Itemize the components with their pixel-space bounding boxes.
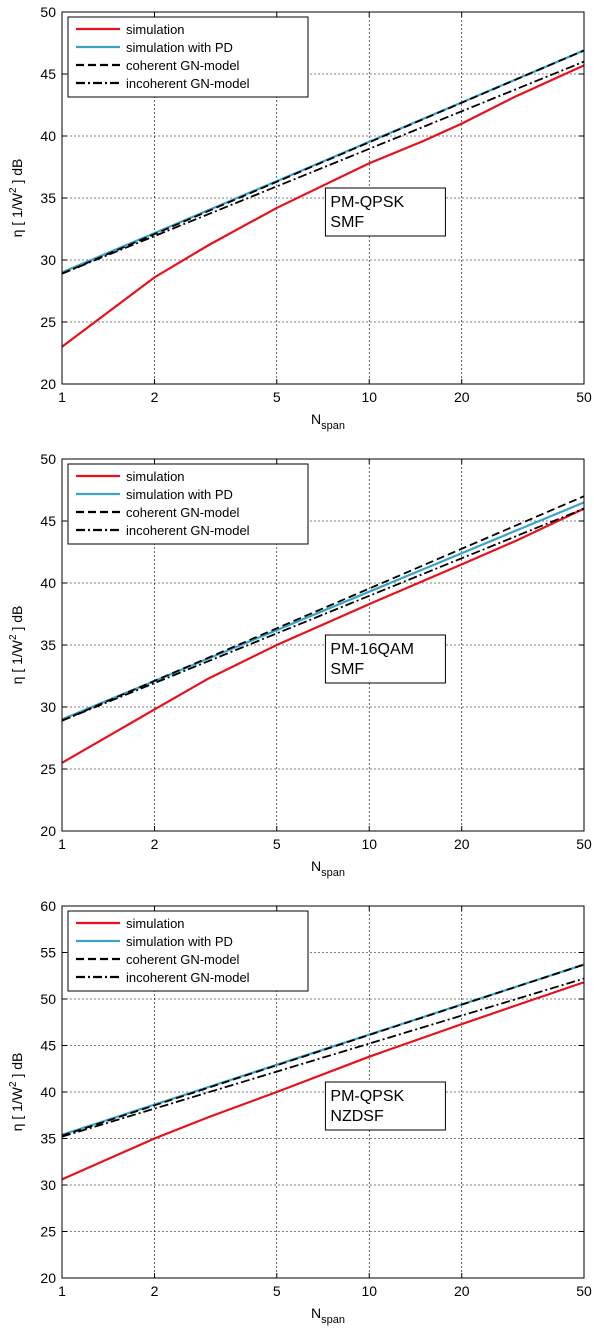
annotation: PM-16QAM SMF bbox=[324, 634, 446, 684]
x-tick-label: 1 bbox=[58, 389, 66, 405]
y-tick-label: 50 bbox=[40, 991, 56, 1007]
x-axis-label: Nspan bbox=[311, 411, 345, 432]
x-tick-label: 10 bbox=[361, 836, 377, 852]
y-tick-label: 30 bbox=[40, 1177, 56, 1193]
annotation-text: PM-QPSK bbox=[330, 1088, 404, 1105]
y-tick-label: 50 bbox=[40, 451, 56, 467]
x-axis-label: Nspan bbox=[311, 858, 345, 879]
series-line-simulation bbox=[61, 507, 585, 764]
x-tick-label: 5 bbox=[273, 389, 281, 405]
series-line-coherent-gn-model bbox=[61, 49, 585, 275]
series-line-simulation bbox=[61, 981, 585, 1181]
y-tick-label: 50 bbox=[40, 4, 56, 20]
y-axis-label: η [ 1/W2 ] dB bbox=[8, 1053, 25, 1132]
y-tick-label: 25 bbox=[40, 761, 56, 777]
series-line-incoherent-gn-model bbox=[61, 60, 585, 275]
x-tick-label: 50 bbox=[576, 1283, 592, 1299]
x-tick-label: 5 bbox=[273, 1283, 281, 1299]
y-tick-label: 20 bbox=[40, 1270, 56, 1286]
x-tick-label: 2 bbox=[151, 836, 159, 852]
annotation-text: SMF bbox=[330, 661, 364, 678]
y-tick-label: 25 bbox=[40, 1224, 56, 1240]
legend-box bbox=[67, 910, 309, 992]
series-line-coherent-gn-model bbox=[61, 495, 585, 722]
y-axis-label: η [ 1/W2 ] dB bbox=[8, 606, 25, 685]
legend-label: incoherent GN-model bbox=[126, 970, 250, 985]
y-tick-label: 40 bbox=[40, 128, 56, 144]
y-tick-label: 25 bbox=[40, 314, 56, 330]
y-tick-label: 30 bbox=[40, 699, 56, 715]
x-tick-label: 10 bbox=[361, 389, 377, 405]
y-tick-label: 45 bbox=[40, 513, 56, 529]
series-line-incoherent-gn-model bbox=[61, 507, 585, 722]
legend-label: simulation bbox=[126, 22, 185, 37]
annotation-text: PM-16QAM bbox=[330, 641, 414, 658]
x-tick-label: 2 bbox=[151, 389, 159, 405]
series-line-simulation bbox=[61, 64, 585, 348]
legend-box bbox=[67, 463, 309, 545]
y-tick-label: 40 bbox=[40, 1084, 56, 1100]
chart-panel-qpsk-smf: 1 2 5 10 20 50 20 25 30 35 40 45 50 Nspan η [ 1/W2 ] d… bbox=[0, 0, 594, 440]
annotation-box bbox=[324, 1081, 446, 1131]
legend-label: simulation with PD bbox=[126, 934, 233, 949]
y-tick-label: 45 bbox=[40, 1038, 56, 1054]
x-tick-label: 1 bbox=[58, 1283, 66, 1299]
annotation-box bbox=[324, 187, 446, 237]
annotation-text: PM-QPSK bbox=[330, 194, 404, 211]
annotation: PM-QPSK SMF bbox=[324, 187, 446, 237]
legend-label: simulation with PD bbox=[126, 487, 233, 502]
y-tick-label: 20 bbox=[40, 823, 56, 839]
y-tick-label: 30 bbox=[40, 252, 56, 268]
y-tick-label: 45 bbox=[40, 66, 56, 82]
legend-label: simulation bbox=[126, 916, 185, 931]
annotation: PM-QPSK NZDSF bbox=[324, 1081, 446, 1131]
series-line-incoherent-gn-model bbox=[61, 977, 585, 1138]
x-tick-label: 20 bbox=[454, 1283, 470, 1299]
legend-label: incoherent GN-model bbox=[126, 523, 250, 538]
x-tick-label: 1 bbox=[58, 836, 66, 852]
legend-label: simulation with PD bbox=[126, 40, 233, 55]
x-tick-label: 50 bbox=[576, 836, 592, 852]
series-line-simulation-with-pd bbox=[61, 501, 585, 721]
legend: simulation simulation with PD coherent GN-… bbox=[67, 16, 309, 98]
x-tick-label: 10 bbox=[361, 1283, 377, 1299]
legend-label: coherent GN-model bbox=[126, 505, 240, 520]
annotation-text: NZDSF bbox=[330, 1108, 384, 1125]
legend: simulation simulation with PD coherent GN-… bbox=[67, 463, 309, 545]
series-line-coherent-gn-model bbox=[61, 963, 585, 1137]
legend: simulation simulation with PD coherent GN-… bbox=[67, 910, 309, 992]
x-axis-label: Nspan bbox=[311, 1305, 345, 1326]
x-tick-label: 5 bbox=[273, 836, 281, 852]
legend-label: coherent GN-model bbox=[126, 952, 240, 967]
y-tick-label: 35 bbox=[40, 1131, 56, 1147]
x-tick-label: 2 bbox=[151, 1283, 159, 1299]
y-tick-label: 60 bbox=[40, 898, 56, 914]
y-axis-label: η [ 1/W2 ] dB bbox=[8, 159, 25, 238]
y-tick-label: 20 bbox=[40, 376, 56, 392]
x-tick-label: 50 bbox=[576, 389, 592, 405]
y-tick-label: 55 bbox=[40, 945, 56, 961]
annotation-text: SMF bbox=[330, 214, 364, 231]
legend-label: coherent GN-model bbox=[126, 58, 240, 73]
annotation-box bbox=[324, 634, 446, 684]
y-tick-label: 35 bbox=[40, 637, 56, 653]
x-tick-label: 20 bbox=[454, 836, 470, 852]
x-tick-label: 20 bbox=[454, 389, 470, 405]
legend-box bbox=[67, 16, 309, 98]
chart-panel-qpsk-nzdsf: 1 2 5 10 20 50 20 25 30 35 40 45 50 55 60 Nspan η [ 1/W2… bbox=[0, 894, 594, 1334]
y-tick-label: 40 bbox=[40, 575, 56, 591]
legend-label: simulation bbox=[126, 469, 185, 484]
chart-panel-16qam-smf: 1 2 5 10 20 50 20 25 30 35 40 45 50 Nspan η [ 1/W2 ] d… bbox=[0, 447, 594, 887]
legend-label: incoherent GN-model bbox=[126, 76, 250, 91]
y-tick-label: 35 bbox=[40, 190, 56, 206]
